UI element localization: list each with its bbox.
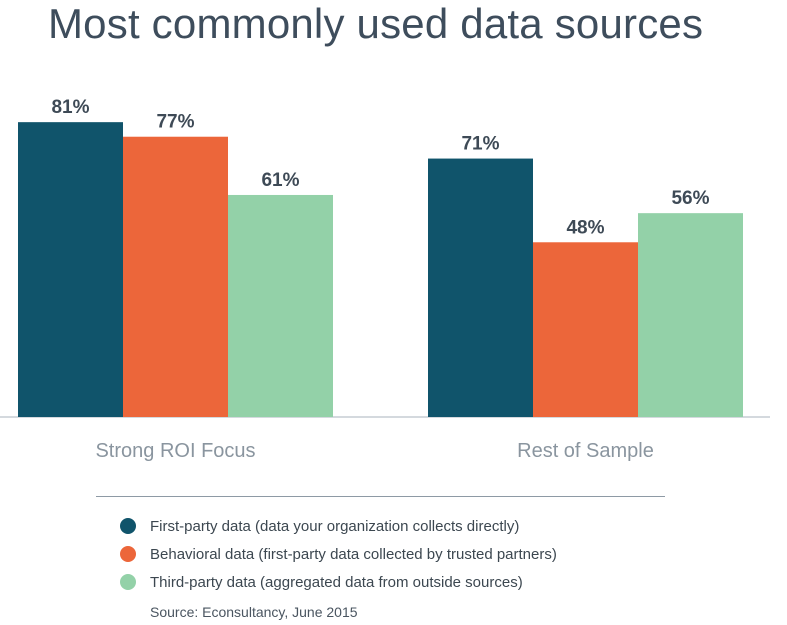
chart-title: Most commonly used data sources [48,0,704,47]
data-label-strong-roi-focus-series-2: 77% [156,112,194,133]
data-label-rest-of-sample-series-3: 56% [671,188,709,209]
legend-swatch-third-party [120,574,136,590]
bar-rest-of-sample-series-1 [428,158,533,417]
data-label-rest-of-sample-series-2: 48% [566,217,604,238]
legend-swatch-first-party [120,518,136,534]
category-label-rest-of-sample: Rest of Sample [517,440,654,462]
legend-item-third-party: Third-party data (aggregated data from o… [120,568,557,596]
legend-swatch-behavioral [120,546,136,562]
legend-divider [96,496,665,497]
bar-strong-roi-focus-series-1 [18,122,123,417]
data-label-rest-of-sample-series-1: 71% [461,134,499,155]
category-label-strong-roi-focus: Strong ROI Focus [95,440,255,462]
legend-label-third-party: Third-party data (aggregated data from o… [150,573,523,591]
source-note: Source: Econsultancy, June 2015 [150,604,358,620]
bar-rest-of-sample-series-3 [638,213,743,417]
bar-strong-roi-focus-series-3 [228,194,333,417]
legend-item-behavioral: Behavioral data (first-party data collec… [120,540,557,568]
bar-rest-of-sample-series-2 [533,242,638,417]
legend: First-party data (data your organization… [120,512,557,596]
legend-label-first-party: First-party data (data your organization… [150,517,520,535]
data-label-strong-roi-focus-series-3: 61% [261,170,299,191]
data-label-strong-roi-focus-series-1: 81% [51,97,89,118]
legend-item-first-party: First-party data (data your organization… [120,512,557,540]
bar-strong-roi-focus-series-2 [123,136,228,417]
legend-label-behavioral: Behavioral data (first-party data collec… [150,545,557,563]
bar-chart: 81% 77% 61% Strong ROI Focus 71% 48% 56% Rest o… [0,97,770,462]
